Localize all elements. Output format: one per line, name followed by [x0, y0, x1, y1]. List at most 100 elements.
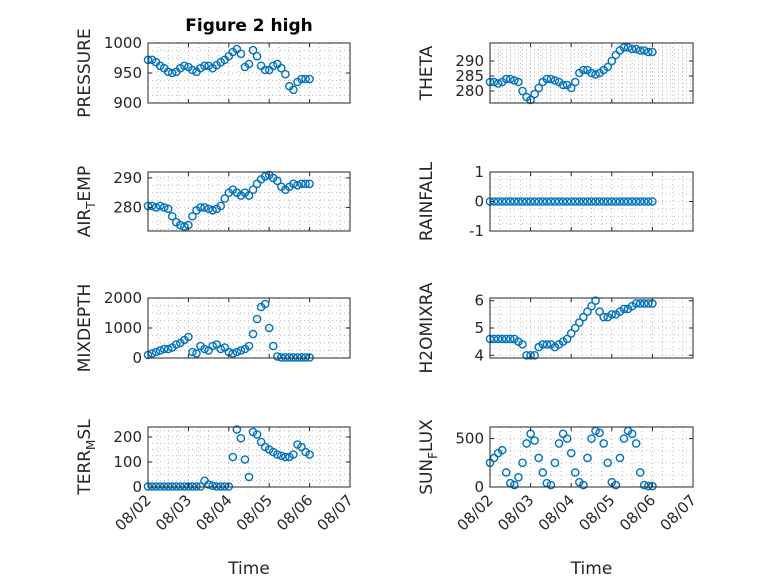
data-point	[644, 47, 653, 57]
data-point	[297, 353, 306, 362]
data-point	[534, 83, 544, 93]
data-point	[554, 197, 564, 206]
y-tick-label: 2000	[104, 289, 142, 307]
data-point	[236, 49, 246, 59]
data-point	[648, 47, 657, 57]
y-tick-label: 1000	[104, 319, 142, 337]
data-point	[631, 44, 641, 54]
y-tick-label: 1000	[104, 34, 142, 52]
data-point	[644, 299, 653, 308]
data-point	[155, 201, 165, 211]
y-tick-label: -1	[469, 222, 484, 240]
data-point	[639, 197, 649, 206]
data-point	[518, 340, 527, 349]
y-tick-label: 100	[113, 453, 142, 471]
y-tick-label: 290	[455, 52, 484, 70]
data-point	[277, 63, 286, 73]
data-point	[505, 334, 515, 344]
data-point	[163, 67, 173, 77]
data-point	[216, 201, 226, 211]
axes-box	[147, 426, 351, 488]
y-tick-label: 0	[474, 478, 484, 496]
data-point	[248, 45, 258, 55]
data-point	[493, 79, 503, 88]
data-point	[281, 452, 290, 462]
data-point	[599, 197, 608, 206]
data-point	[264, 323, 274, 333]
x-axis-label: Time	[227, 559, 270, 579]
data-point	[510, 197, 519, 206]
data-point	[562, 434, 572, 443]
data-point	[627, 429, 637, 439]
data-point	[281, 69, 290, 79]
data-point	[289, 450, 298, 459]
y-axis-label: MIXDEPTH	[75, 284, 95, 373]
data-point	[236, 433, 246, 443]
data-point	[289, 353, 298, 362]
data-point	[159, 203, 169, 212]
data-point	[591, 70, 600, 79]
data-point	[167, 68, 177, 78]
data-point	[599, 312, 608, 322]
data-point	[293, 180, 302, 190]
data-point	[526, 350, 535, 360]
y-axis-label: AIRTEMP	[75, 166, 98, 237]
data-point	[171, 340, 181, 349]
series-h2omixra	[485, 296, 657, 360]
data-point	[248, 185, 258, 194]
data-point	[603, 62, 613, 72]
data-point	[200, 344, 209, 354]
data-point	[192, 349, 201, 358]
data-point	[163, 344, 173, 354]
data-point	[208, 206, 217, 215]
data-point	[501, 334, 511, 344]
data-point	[200, 203, 209, 212]
x-axis-label: Time	[570, 559, 613, 579]
data-point	[530, 89, 539, 99]
data-point	[228, 452, 238, 462]
data-point	[497, 197, 507, 206]
data-point	[534, 197, 544, 206]
data-point	[188, 347, 197, 357]
data-point	[305, 353, 314, 362]
y-axis-label: TERRMSL	[75, 419, 98, 496]
y-axis-label: RAINFALL	[417, 161, 437, 241]
data-point	[151, 203, 161, 212]
data-point	[260, 65, 270, 75]
data-point	[534, 453, 544, 463]
data-point	[607, 197, 617, 206]
subplot-air-temp: 280 290 AIRTEMP	[75, 166, 351, 237]
data-point	[281, 353, 290, 362]
data-point	[538, 197, 548, 206]
data-point	[220, 194, 230, 203]
data-point	[570, 468, 580, 477]
data-point	[635, 468, 645, 477]
y-tick-label: 285	[455, 67, 484, 85]
y-tick-label: 0	[132, 478, 142, 496]
data-point	[623, 197, 633, 206]
data-point	[554, 439, 564, 448]
y-axis-label: SUNFLUX	[417, 419, 440, 495]
data-point	[587, 434, 596, 443]
data-point	[542, 340, 552, 349]
data-point	[639, 46, 649, 55]
data-point	[579, 65, 588, 75]
data-point	[583, 197, 592, 206]
subplot-mixdepth: 0 1000 2000 MIXDEPTH	[75, 284, 351, 373]
data-point	[505, 74, 515, 84]
data-point	[510, 76, 519, 85]
data-point	[627, 44, 637, 54]
data-point	[583, 307, 592, 316]
data-point	[196, 203, 205, 212]
data-point	[272, 176, 282, 186]
subplot-h2omixra: 4 5 6 H2OMIXRA	[417, 282, 694, 374]
data-point	[159, 344, 169, 354]
y-tick-label: 0	[474, 193, 484, 211]
series-rainfall	[485, 197, 657, 206]
data-point	[493, 197, 503, 206]
data-point	[244, 59, 254, 69]
data-point	[301, 179, 310, 189]
data-point	[542, 197, 552, 206]
data-point	[518, 458, 527, 468]
data-point	[550, 76, 560, 85]
